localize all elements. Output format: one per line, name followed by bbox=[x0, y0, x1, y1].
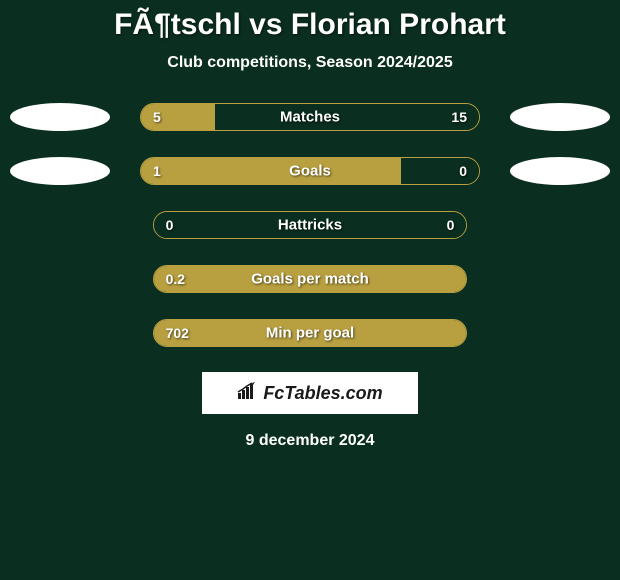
stat-label: Min per goal bbox=[266, 325, 354, 342]
stat-value-right: 0 bbox=[447, 217, 455, 233]
stat-row: 0 0 Hattricks bbox=[0, 210, 620, 240]
stat-label: Goals bbox=[289, 163, 331, 180]
stat-bar: 702 Min per goal bbox=[153, 319, 468, 347]
stat-value-right: 15 bbox=[451, 109, 467, 125]
date-text: 9 december 2024 bbox=[0, 432, 620, 450]
stat-label: Goals per match bbox=[251, 271, 369, 288]
comparison-chart: FÃ¶tschl vs Florian Prohart Club competi… bbox=[0, 0, 620, 450]
bar-segment-right bbox=[215, 104, 479, 130]
stats-area: 5 15 Matches 1 0 Goals 0 0 Hattricks 0.2 Goals per… bbox=[0, 102, 620, 348]
stat-bar: 0.2 Goals per match bbox=[153, 265, 468, 293]
logo-label: FcTables.com bbox=[263, 383, 382, 404]
stat-label: Matches bbox=[280, 109, 340, 126]
chart-icon bbox=[237, 382, 259, 405]
page-title: FÃ¶tschl vs Florian Prohart bbox=[0, 8, 620, 42]
stat-row: 0.2 Goals per match bbox=[0, 264, 620, 294]
player-badge-left bbox=[10, 157, 110, 185]
logo-text: FcTables.com bbox=[237, 382, 382, 405]
stat-row: 702 Min per goal bbox=[0, 318, 620, 348]
player-badge-right bbox=[510, 103, 610, 131]
stat-value-left: 1 bbox=[153, 163, 161, 179]
stat-value-left: 0.2 bbox=[166, 271, 185, 287]
page-subtitle: Club competitions, Season 2024/2025 bbox=[0, 54, 620, 72]
stat-value-left: 0 bbox=[166, 217, 174, 233]
stat-row: 5 15 Matches bbox=[0, 102, 620, 132]
stat-label: Hattricks bbox=[278, 217, 342, 234]
player-badge-right bbox=[510, 157, 610, 185]
stat-row: 1 0 Goals bbox=[0, 156, 620, 186]
stat-value-left: 5 bbox=[153, 109, 161, 125]
stat-bar: 5 15 Matches bbox=[140, 103, 480, 131]
stat-bar: 1 0 Goals bbox=[140, 157, 480, 185]
bar-segment-left bbox=[141, 158, 401, 184]
bar-segment-right bbox=[401, 158, 479, 184]
logo-box: FcTables.com bbox=[202, 372, 418, 414]
player-badge-left bbox=[10, 103, 110, 131]
stat-value-left: 702 bbox=[166, 325, 189, 341]
stat-value-right: 0 bbox=[459, 163, 467, 179]
stat-bar: 0 0 Hattricks bbox=[153, 211, 468, 239]
